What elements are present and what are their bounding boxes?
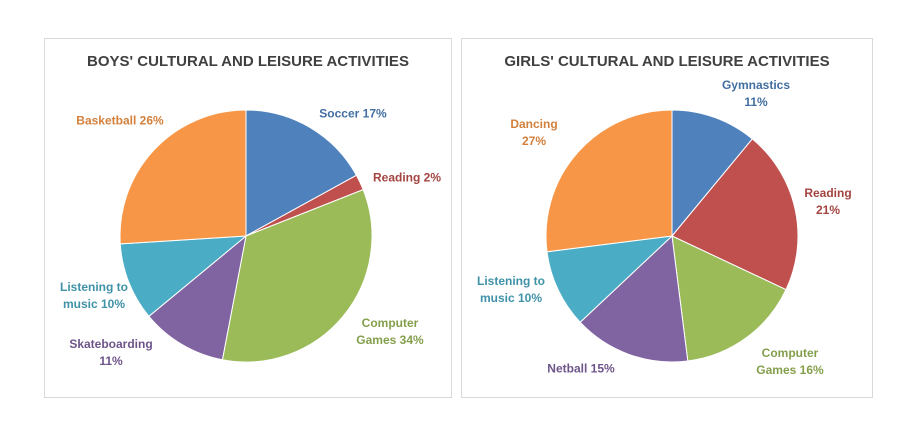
data-label: Netball 15%	[521, 361, 641, 378]
category-label: Skateboarding	[69, 337, 153, 351]
value-label: 10%	[518, 291, 543, 305]
value-label: 15%	[590, 361, 615, 376]
pie-slice	[245, 109, 358, 237]
value-label: 16%	[799, 363, 824, 377]
data-label: Listening to music 10%	[466, 273, 556, 307]
value-label: 2%	[423, 170, 442, 185]
data-label: Gymnastics 11%	[716, 77, 796, 111]
data-label: Skateboarding 11%	[61, 336, 161, 370]
pie-slice	[148, 234, 247, 361]
category-label: Reading	[372, 170, 421, 185]
data-label: Listening to music 10%	[49, 279, 139, 313]
pie-slice	[119, 109, 247, 245]
category-label: Computer Games	[356, 316, 419, 347]
category-label: Computer Games	[756, 346, 819, 377]
data-label: Computer Games 34%	[345, 315, 435, 349]
category-label: Soccer	[319, 106, 360, 121]
value-label: 27%	[521, 134, 547, 148]
chart-title: GIRLS' CULTURAL AND LEISURE ACTIVITIES	[504, 53, 830, 70]
category-label: Netball	[547, 361, 588, 376]
value-label: 17%	[362, 106, 387, 121]
pie-slice	[671, 235, 787, 362]
value-label: 10%	[101, 297, 126, 311]
data-label: Computer Games 16%	[745, 345, 835, 379]
pie-slice	[545, 109, 673, 253]
pie-slice	[546, 235, 674, 323]
pie-slice	[579, 234, 689, 363]
pie-slice	[671, 138, 799, 291]
data-label: Reading 2%	[362, 170, 452, 187]
category-label: Listening to music	[60, 280, 128, 311]
value-label: 26%	[139, 113, 164, 128]
category-label: Gymnastics	[721, 78, 791, 92]
data-label: Dancing 27%	[499, 116, 569, 150]
data-label: Basketball 26%	[60, 113, 180, 130]
data-label: Reading 21%	[803, 185, 853, 219]
data-label: Soccer 17%	[293, 106, 413, 123]
pie-slice	[671, 109, 754, 238]
category-label: Reading	[804, 186, 852, 200]
value-label: 34%	[399, 333, 424, 347]
value-label: 11%	[744, 95, 768, 109]
category-label: Listening to music	[477, 274, 545, 305]
pie-slice	[221, 188, 373, 363]
value-label: 21%	[815, 203, 841, 217]
category-label: Dancing	[510, 117, 558, 131]
category-label: Basketball	[76, 113, 137, 128]
pie-slice	[119, 235, 248, 318]
chart-title: BOYS' CULTURAL AND LEISURE ACTIVITIES	[87, 53, 409, 70]
value-label: 11%	[99, 354, 123, 368]
